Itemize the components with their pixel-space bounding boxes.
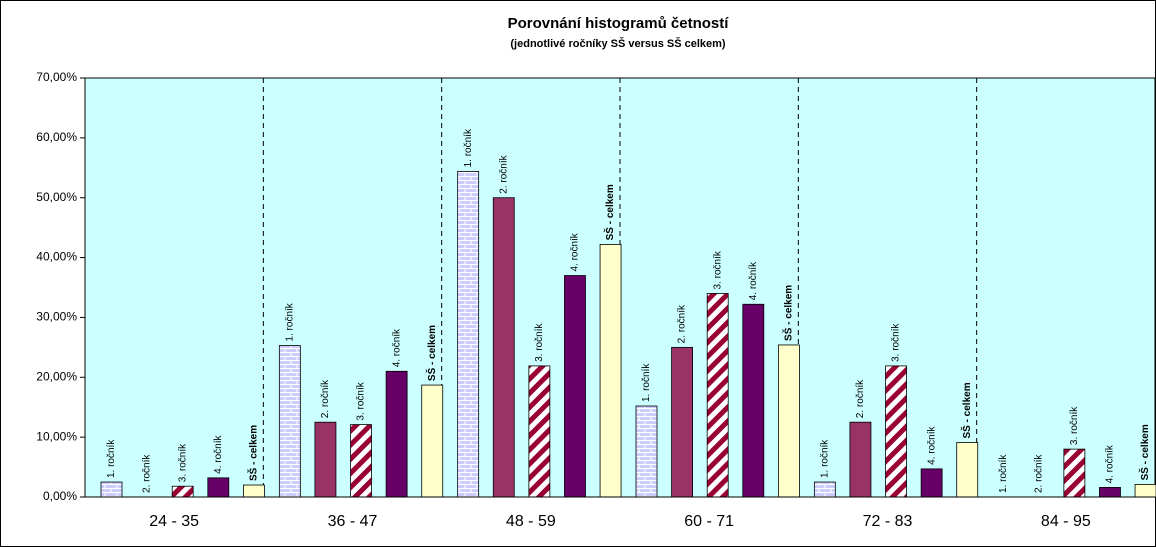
bar-label: 3. ročník [534, 323, 545, 362]
bar [742, 303, 765, 498]
bar [885, 365, 907, 498]
bar-label: 4. ročník [1105, 444, 1116, 483]
y-tick-label: 0,00% [43, 489, 77, 503]
bar-label: 2. ročník [142, 454, 153, 493]
y-tick-label: 70,00% [36, 70, 77, 84]
bar-label: SŠ - celkem [603, 184, 616, 240]
bar-label: 3. ročník [356, 381, 367, 420]
bar-label: 1. ročník [998, 454, 1009, 493]
bar-label: 4. ročník [570, 232, 581, 271]
bar [100, 481, 123, 498]
bar-label: SŠ - celkem [247, 425, 260, 481]
bar-label: 4. ročník [926, 426, 937, 465]
bar [599, 244, 622, 498]
y-tick-label: 10,00% [36, 429, 77, 443]
bar-label: 2. ročník [320, 379, 331, 418]
bar [207, 477, 230, 498]
bar-label: 2. ročník [855, 379, 866, 418]
y-tick-label: 20,00% [36, 369, 77, 383]
bar [956, 442, 979, 498]
y-tick-label: 40,00% [36, 250, 77, 264]
x-tick-label: 36 - 47 [328, 513, 378, 530]
y-tick-label: 50,00% [36, 190, 77, 204]
bar [528, 365, 551, 498]
y-tick-label: 60,00% [36, 130, 77, 144]
bar-label: 4. ročník [391, 328, 402, 367]
bar-label: SŠ - celkem [782, 285, 795, 341]
x-tick-label: 24 - 35 [149, 513, 199, 530]
bar [385, 370, 408, 498]
chart-title: Porovnání histogramů četností [508, 15, 730, 32]
bar-label: SŠ - celkem [960, 382, 973, 438]
bar [706, 293, 729, 498]
bar [635, 405, 658, 498]
bar-label: 1. ročník [106, 439, 117, 478]
bar-label: 3. ročník [177, 443, 188, 482]
bar [242, 484, 265, 498]
bar [421, 384, 444, 498]
bar [920, 468, 943, 498]
bar-label: SŠ - celkem [425, 325, 438, 381]
bar-label: 2. ročník [1033, 454, 1044, 493]
bar-label: 4. ročník [213, 434, 224, 473]
bar [813, 481, 836, 498]
bar [314, 421, 337, 498]
bar [1063, 448, 1086, 498]
bar-label: 1. ročník [819, 439, 830, 478]
bar [1099, 487, 1121, 498]
bar [849, 421, 872, 498]
bar [278, 345, 301, 498]
bar [457, 170, 480, 498]
y-tick-label: 30,00% [36, 310, 77, 324]
bar-label: 3. ročník [891, 323, 902, 362]
bar [778, 344, 800, 498]
bar [671, 346, 693, 498]
bar-label: 1. ročník [641, 363, 652, 402]
bar-label: 1. ročník [284, 302, 295, 341]
bar [1134, 484, 1156, 498]
bar-label: 4. ročník [748, 261, 759, 300]
bar-label: SŠ - celkem [1138, 424, 1151, 480]
bar-label: 1. ročník [463, 128, 474, 167]
bar [492, 197, 515, 498]
x-tick-label: 84 - 95 [1041, 513, 1091, 530]
x-tick-label: 48 - 59 [506, 513, 556, 530]
bar [350, 424, 372, 498]
bar [171, 485, 194, 498]
bar-label: 3. ročník [712, 250, 723, 289]
bar-label: 2. ročník [677, 304, 688, 343]
bar-label: 2. ročník [498, 154, 509, 193]
bar-label: 3. ročník [1069, 406, 1080, 445]
x-tick-label: 60 - 71 [684, 513, 734, 530]
chart-subtitle: (jednotlivé ročníky SŠ versus SŠ celkem) [510, 37, 726, 50]
x-tick-label: 72 - 83 [863, 513, 913, 530]
bar [564, 275, 586, 498]
